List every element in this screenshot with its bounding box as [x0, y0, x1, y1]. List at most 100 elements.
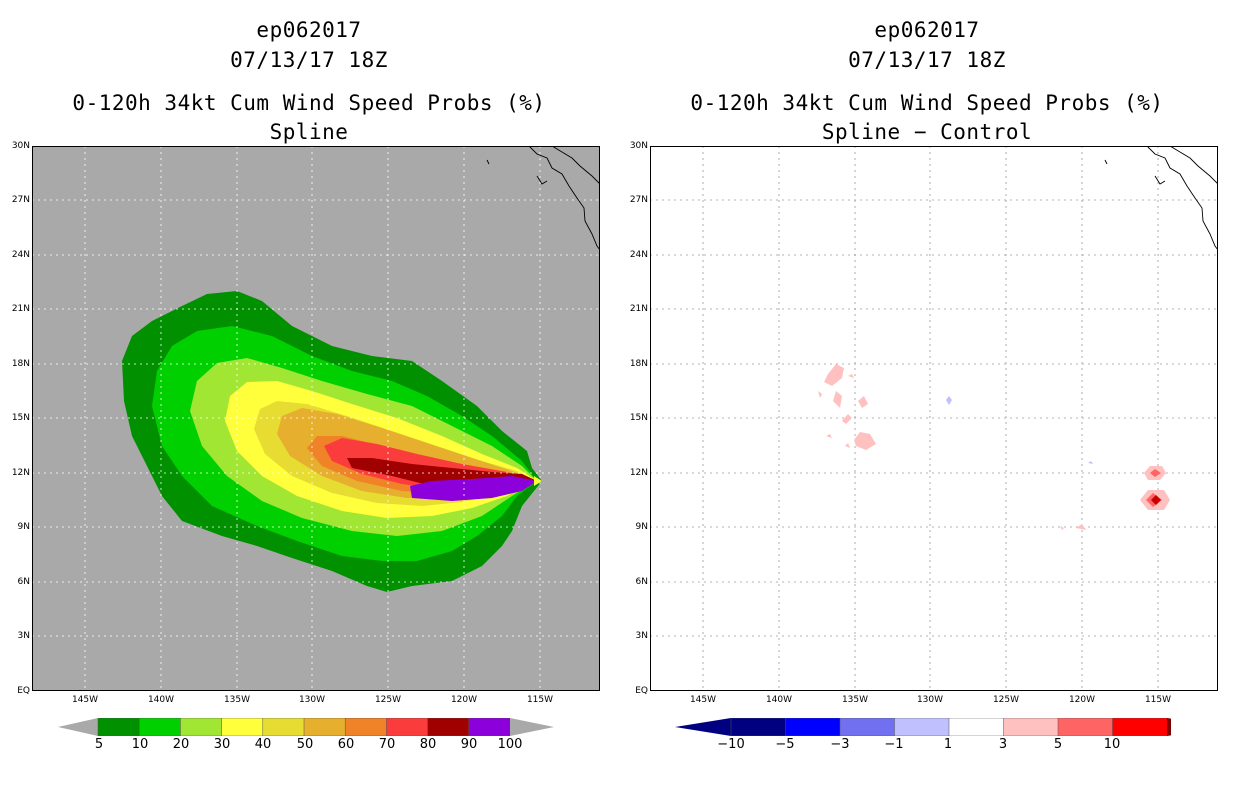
colorbar-label: −5 [775, 737, 795, 752]
coastline [486, 146, 600, 251]
lat-label: 9N [17, 522, 30, 532]
colorbar-cell [262, 718, 305, 736]
lon-label: 145W [689, 695, 717, 705]
difference-map [650, 146, 1218, 691]
lat-label: 15N [629, 413, 648, 423]
lat-label: 24N [629, 250, 648, 260]
colorbar-label: 1 [943, 737, 953, 752]
lon-label: 130W [916, 695, 944, 705]
lon-label: 120W [450, 695, 478, 705]
colorbar-cell [730, 718, 787, 736]
lon-label: 115W [526, 695, 554, 705]
peak-positive-difference [1151, 495, 1161, 505]
ocean-background [650, 146, 1218, 691]
colorbar-label: 30 [213, 737, 231, 752]
lat-label: 3N [635, 631, 648, 641]
product-title: 0-120h 34kt Cum Wind Speed Probs (%) [72, 91, 546, 115]
lat-label: 27N [629, 195, 648, 205]
colorbar-cell [948, 718, 1005, 736]
lat-label: 15N [11, 413, 30, 423]
colorbar-label: 10 [1103, 737, 1121, 752]
left-panel: ep062017 07/13/17 18Z 0-120h 34kt Cum Wi… [11, 18, 600, 752]
colorbar-high-arrow [1167, 718, 1171, 736]
colorbar-high-arrow [510, 718, 554, 736]
lon-label: 115W [1144, 695, 1172, 705]
lon-label: 140W [765, 695, 793, 705]
grid-lines [650, 146, 1218, 691]
lat-label: 12N [629, 468, 648, 478]
lon-label: 135W [841, 695, 869, 705]
colorbar-label: −3 [830, 737, 850, 752]
colorbar-label: 50 [296, 737, 314, 752]
lat-label: 6N [17, 577, 30, 587]
lat-label: 30N [629, 141, 648, 151]
colorbar-label: 5 [94, 737, 104, 752]
storm-id: ep062017 [256, 18, 362, 42]
lat-label: 27N [11, 195, 30, 205]
colorbar-cell [1112, 718, 1168, 736]
colorbar-label: 40 [254, 737, 272, 752]
colorbar-cell [1057, 718, 1114, 736]
colorbar-label: 60 [337, 737, 355, 752]
lat-label: EQ [635, 686, 648, 696]
datetime: 07/13/17 18Z [848, 48, 1006, 72]
lat-label: 24N [11, 250, 30, 260]
colorbar-cell [138, 718, 181, 736]
colorbar-label: 3 [998, 737, 1008, 752]
lon-label: 125W [374, 695, 402, 705]
datetime: 07/13/17 18Z [230, 48, 388, 72]
colorbar-label: −1 [884, 737, 904, 752]
colorbar-cell [427, 718, 470, 736]
lat-label: 18N [629, 359, 648, 369]
lon-label: 135W [223, 695, 251, 705]
colorbar-label: −10 [717, 737, 745, 752]
colorbar-label: 20 [172, 737, 190, 752]
lon-label: 130W [298, 695, 326, 705]
product-title: 0-120h 34kt Cum Wind Speed Probs (%) [690, 91, 1164, 115]
colorbar-cell [468, 718, 511, 736]
colorbar-cell [344, 718, 387, 736]
lat-label: 30N [11, 141, 30, 151]
lon-label: 145W [71, 695, 99, 705]
colorbar-cell [303, 718, 346, 736]
subtitle: Spline − Control [821, 120, 1033, 144]
lat-label: EQ [17, 686, 30, 696]
lon-label: 140W [147, 695, 175, 705]
colorbar-label: 80 [419, 737, 437, 752]
lon-label: 125W [992, 695, 1020, 705]
colorbar-label: 10 [131, 737, 149, 752]
probability-map [32, 146, 600, 691]
colorbar-label: 90 [460, 737, 478, 752]
colorbar-cell [785, 718, 841, 736]
colorbar-cell [97, 718, 140, 736]
right-panel: ep062017 07/13/17 18Z 0-120h 34kt Cum Wi… [618, 0, 1236, 800]
negative-differences [946, 396, 1093, 464]
colorbar-cell [1003, 718, 1059, 736]
colorbar-cell [180, 718, 223, 736]
lat-label: 12N [11, 468, 30, 478]
colorbar-cell [221, 718, 264, 736]
positive-differences [818, 364, 1170, 530]
lat-label: 9N [635, 522, 648, 532]
coastline [1104, 146, 1218, 251]
contour-90 [410, 476, 537, 501]
colorbar [58, 718, 554, 736]
lat-label: 21N [11, 304, 30, 314]
lat-label: 18N [11, 359, 30, 369]
subtitle: Spline [269, 120, 349, 144]
colorbar-low-arrow [675, 718, 731, 736]
storm-id: ep062017 [874, 18, 980, 42]
colorbar-cell [839, 718, 896, 736]
colorbar-cell [386, 718, 429, 736]
colorbar [675, 718, 1171, 736]
colorbar-cell [894, 718, 950, 736]
lon-label: 120W [1068, 695, 1096, 705]
colorbar-label: 70 [378, 737, 396, 752]
colorbar-label: 5 [1053, 737, 1063, 752]
lat-label: 21N [629, 304, 648, 314]
grid-lines [32, 146, 600, 691]
contour-100 [534, 476, 542, 486]
lat-label: 3N [17, 631, 30, 641]
lat-label: 6N [635, 577, 648, 587]
colorbar-low-arrow [58, 718, 98, 736]
